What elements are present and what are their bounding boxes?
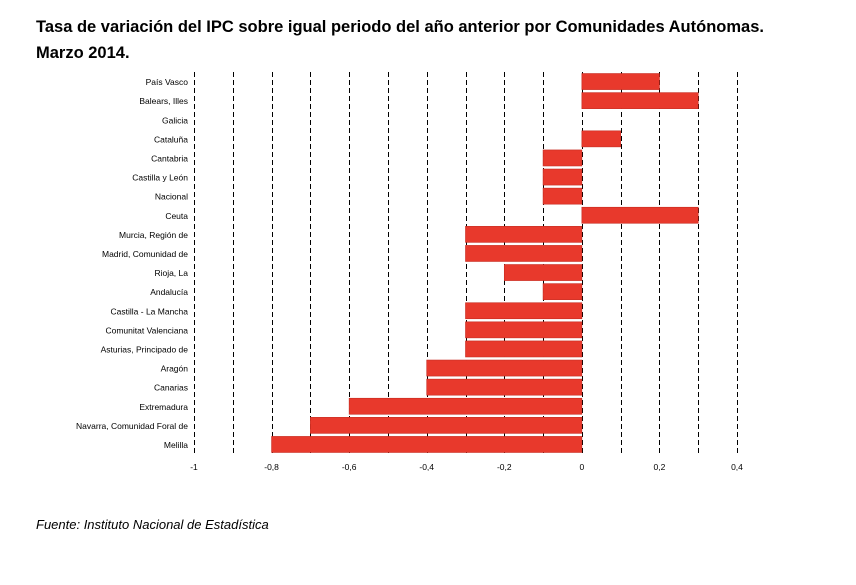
category-label: Nacional [155, 192, 188, 202]
x-tick-label: -0,8 [264, 462, 279, 472]
chart-title-line1: Tasa de variación del IPC sobre igual pe… [36, 18, 764, 36]
x-tick-label: -1 [190, 462, 198, 472]
x-tick-label: -0,2 [497, 462, 512, 472]
bar [465, 321, 583, 339]
x-tick-label: -0,4 [419, 462, 434, 472]
category-label: Murcia, Región de [119, 230, 188, 240]
bar [465, 302, 583, 320]
category-label: Rioja, La [154, 268, 188, 278]
bar [310, 417, 583, 434]
category-label: Navarra, Comunidad Foral de [76, 421, 188, 431]
source-note: Fuente: Instituto Nacional de Estadístic… [36, 517, 269, 532]
category-label: Castilla y León [132, 173, 188, 183]
bar [465, 226, 583, 243]
bar [465, 340, 583, 358]
bar [542, 168, 583, 186]
chart-title-line2: Marzo 2014. [36, 44, 130, 62]
category-label: Extremadura [139, 402, 188, 412]
category-label: Melilla [164, 440, 188, 450]
category-label: Balears, Illes [139, 96, 188, 106]
category-label: Galicia [162, 115, 188, 125]
category-label: Cantabria [151, 153, 188, 163]
category-label: Andalucía [150, 287, 188, 297]
bar [581, 73, 660, 90]
bar [581, 92, 699, 109]
bar [542, 187, 583, 205]
x-tick-label: -0,6 [342, 462, 357, 472]
bar [465, 245, 583, 262]
category-label: País Vasco [146, 77, 189, 87]
bar [542, 149, 583, 167]
category-label: Ceuta [165, 211, 188, 221]
x-tick-label: 0 [579, 462, 584, 472]
chart-title: Tasa de variación del IPC sobre igual pe… [36, 14, 848, 66]
category-label: Canarias [154, 383, 188, 393]
bar [271, 436, 583, 453]
bar [581, 130, 621, 148]
bar [542, 283, 583, 300]
category-label: Cataluña [154, 134, 188, 144]
x-tick-label: 0,4 [731, 462, 743, 472]
category-label: Asturias, Principado de [101, 344, 189, 354]
category-label: Castilla - La Mancha [111, 306, 189, 316]
bar [348, 397, 583, 415]
bar [581, 206, 699, 224]
category-label: Madrid, Comunidad de [102, 249, 188, 259]
x-tick-label: 0,2 [654, 462, 666, 472]
bar [426, 359, 583, 377]
bar [426, 378, 583, 396]
bar [503, 264, 583, 281]
category-label: Comunitat Valenciana [105, 325, 188, 335]
category-label: Aragón [161, 364, 189, 374]
